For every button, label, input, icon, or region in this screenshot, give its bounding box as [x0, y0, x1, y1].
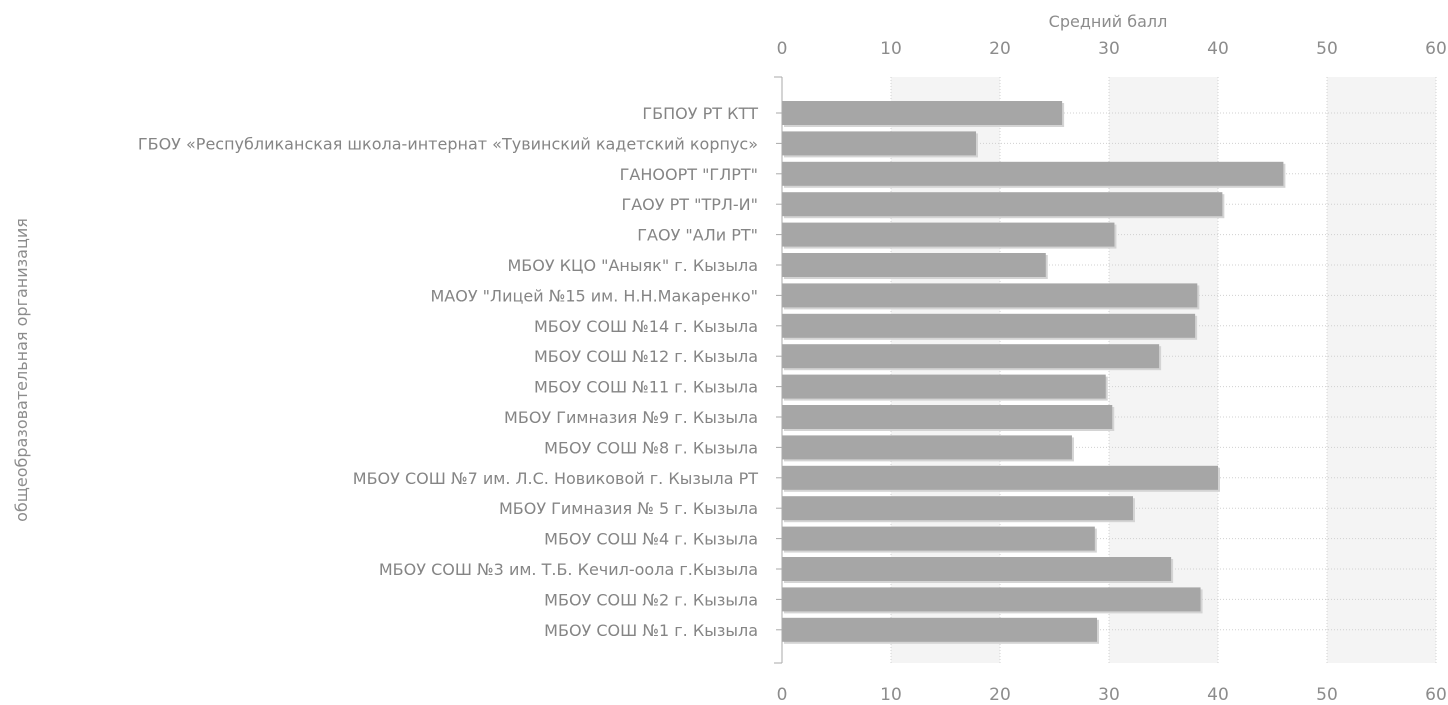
category-label: МБОУ СОШ №14 г. Кызыла — [534, 317, 758, 336]
bar — [782, 344, 1160, 369]
bar — [782, 587, 1201, 612]
background-band — [1327, 77, 1436, 663]
x-tick-label-bottom: 60 — [1425, 685, 1447, 705]
category-label: ГАНООРТ "ГЛРТ" — [620, 165, 758, 184]
category-label: МБОУ СОШ №3 им. Т.Б. Кечил-оола г.Кызыла — [379, 560, 758, 579]
x-tick-labels-bottom: 0 10 20 30 40 50 60 — [777, 685, 1447, 705]
bar — [782, 101, 1063, 125]
bar — [782, 161, 1284, 186]
x-tick-label-top: 10 — [880, 39, 902, 59]
bar — [782, 526, 1095, 551]
bar — [782, 192, 1223, 217]
x-tick-label-top: 60 — [1425, 39, 1447, 59]
x-tick-label-top: 40 — [1207, 39, 1229, 59]
bars — [782, 101, 1286, 644]
x-tick-label-bottom: 30 — [1098, 685, 1120, 705]
x-tick-label-bottom: 40 — [1207, 685, 1229, 705]
bar — [782, 617, 1098, 642]
bar — [782, 253, 1046, 277]
category-label: МБОУ КЦО "Аныяк" г. Кызыла — [507, 256, 758, 275]
x-tick-label-bottom: 50 — [1316, 685, 1338, 705]
bar — [782, 557, 1172, 581]
category-label: МБОУ СОШ №1 г. Кызыла — [544, 621, 758, 640]
x-tick-label-top: 0 — [777, 39, 788, 59]
category-label: МБОУ Гимназия № 5 г. Кызыла — [499, 499, 758, 518]
x-axis-title: Средний балл — [1049, 12, 1168, 31]
bar — [782, 465, 1218, 490]
category-label: МБОУ СОШ №4 г. Кызыла — [544, 530, 758, 549]
x-tick-label-top: 50 — [1316, 39, 1338, 59]
category-label: МБОУ СОШ №8 г. Кызыла — [544, 438, 758, 457]
bar — [782, 405, 1113, 429]
x-tick-label-bottom: 0 — [777, 685, 788, 705]
y-axis-title: общеобразовательная организация — [12, 218, 31, 522]
category-label: ГАОУ РТ "ТРЛ-И" — [621, 195, 758, 214]
category-label: МБОУ СОШ №11 г. Кызыла — [534, 378, 758, 397]
category-label: ГБПОУ РТ КТТ — [642, 104, 758, 123]
x-tick-label-bottom: 20 — [989, 685, 1011, 705]
category-label: МБОУ СОШ №12 г. Кызыла — [534, 347, 758, 366]
x-tick-label-top: 20 — [989, 39, 1011, 59]
category-label: МБОУ Гимназия №9 г. Кызыла — [504, 408, 758, 427]
bar — [782, 313, 1196, 338]
category-labels: ГБПОУ РТ КТТ ГБОУ «Республиканская школа-… — [138, 104, 758, 640]
bar — [782, 222, 1115, 247]
category-axis — [774, 76, 783, 664]
bar — [782, 496, 1133, 521]
category-label: МАОУ "Лицей №15 им. Н.Н.Макаренко" — [431, 286, 759, 305]
bar — [782, 435, 1072, 460]
category-label: ГАОУ "АЛи РТ" — [637, 226, 758, 245]
x-tick-label-bottom: 10 — [880, 685, 902, 705]
category-label: МБОУ СОШ №7 им. Л.С. Новиковой г. Кызыла… — [353, 469, 758, 488]
category-label: МБОУ СОШ №2 г. Кызыла — [544, 590, 758, 609]
bar — [782, 283, 1198, 308]
bar — [782, 374, 1106, 399]
x-tick-label-top: 30 — [1098, 39, 1120, 59]
x-tick-labels-top: 0 10 20 30 40 50 60 — [777, 39, 1447, 59]
category-label: ГБОУ «Республиканская школа-интернат «Ту… — [138, 134, 758, 153]
bar — [782, 131, 977, 156]
